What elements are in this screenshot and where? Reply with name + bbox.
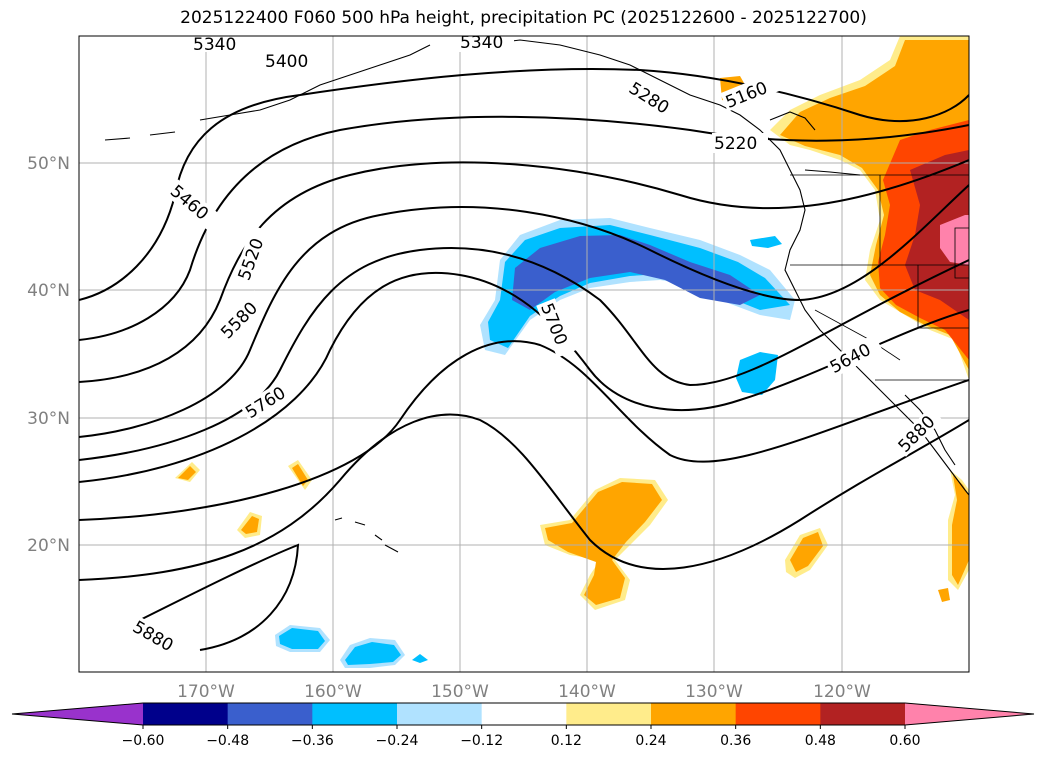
colorbar-tick-label: −0.36 [291,733,334,749]
map-frame [78,35,970,673]
colorbar-segment [820,703,906,725]
colorbar-tick-label: 0.48 [805,733,836,749]
colorbar-tick-label: −0.60 [122,733,165,749]
colorbar-tick-label: −0.48 [206,733,249,749]
lon-label: 170°W [177,682,235,702]
svg-text:5220: 5220 [714,134,757,154]
lat-label: 40°N [27,281,70,301]
lat-label: 50°N [27,154,70,174]
colorbar-tick-label: 0.24 [635,733,666,749]
lon-label: 140°W [558,682,616,702]
lat-labels: 50°N 40°N 30°N 20°N [27,154,70,556]
colorbar-segment [566,703,652,725]
colorbar-segment [143,703,229,725]
lon-label: 150°W [431,682,489,702]
svg-text:5340: 5340 [460,33,503,53]
colorbar: −0.60 −0.48 −0.36 −0.24 −0.12 0.12 0.24 0.36 0.4… [11,702,1035,749]
colorbar-tick-label: 0.36 [720,733,751,749]
lon-labels: 170°W 160°W 150°W 140°W 130°W 120°W [177,682,871,702]
colorbar-tick-label: −0.12 [460,733,503,749]
colorbar-segment [312,703,398,725]
lon-label: 130°W [685,682,743,702]
svg-text:5400: 5400 [265,52,308,72]
colorbar-tick-label: −0.24 [376,733,419,749]
colorbar-tick-label: 0.12 [551,733,582,749]
svg-text:5340: 5340 [193,35,236,55]
colorbar-extend-high [905,703,1034,725]
lon-label: 160°W [304,682,362,702]
colorbar-tick-label: 0.60 [889,733,920,749]
lat-label: 20°N [27,536,70,556]
colorbar-segment [651,703,737,725]
colorbar-segment [735,703,821,725]
lat-label: 30°N [27,409,70,429]
colorbar-segment [481,703,567,725]
map-title: 2025122400 F060 500 hPa height, precipit… [180,8,867,28]
colorbar-segment [227,703,313,725]
lon-label: 120°W [813,682,871,702]
colorbar-segment [397,703,483,725]
height-contours [79,68,969,651]
colorbar-extend-low [12,703,143,725]
coastlines [104,36,969,553]
